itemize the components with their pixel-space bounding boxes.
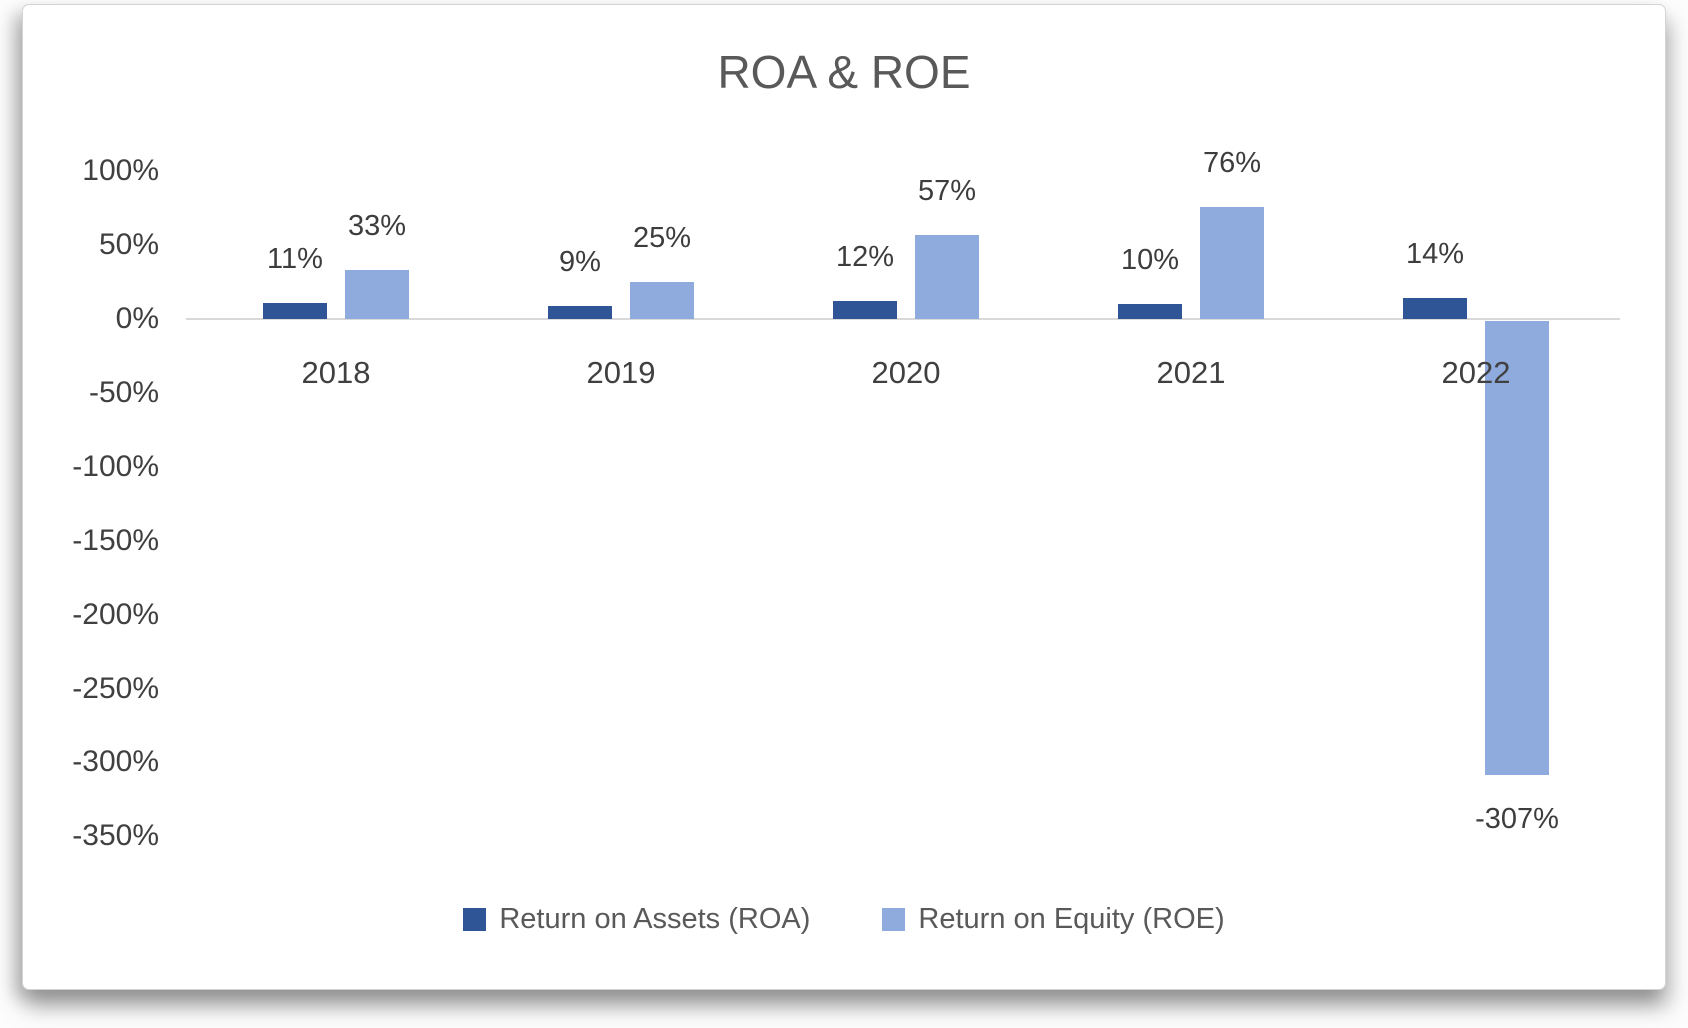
y-axis-tick-label: 100% [82, 154, 159, 188]
data-label-roa-2021: 10% [1120, 244, 1180, 277]
bar-roa-2021 [1118, 304, 1182, 319]
data-label-roe-2020: 57% [917, 174, 977, 207]
y-axis-tick-label: -50% [88, 375, 159, 409]
y-axis-tick-label: -350% [72, 819, 159, 853]
y-axis-tick-label: 50% [98, 228, 159, 262]
x-axis-label-2019: 2019 [586, 355, 656, 390]
plot-area: 100% 50% 0% -50% -100% -150% -200% -250% -300% -3… [23, 5, 1667, 991]
x-axis-label-2018: 2018 [301, 355, 371, 390]
data-label-roa-2018: 11% [267, 242, 323, 275]
bar-roe-2021 [1200, 206, 1264, 319]
legend-swatch-roe [882, 908, 906, 931]
bar-roa-2018 [263, 302, 327, 319]
legend-label-roe: Return on Equity (ROE) [918, 903, 1225, 935]
legend-entry-roe: Return on Equity (ROE) [882, 903, 1225, 936]
x-axis-label-2020: 2020 [871, 355, 941, 390]
data-label-roa-2022: 14% [1405, 238, 1465, 271]
legend: Return on Assets (ROA) Return on Equity … [23, 903, 1665, 936]
y-axis-tick-label: -200% [72, 597, 159, 631]
data-label-roe-2021: 76% [1202, 146, 1262, 179]
bar-roa-2020 [833, 301, 897, 319]
data-label-roe-2019: 25% [632, 222, 692, 255]
bar-roe-2022 [1485, 321, 1549, 775]
legend-swatch-roa [463, 908, 487, 931]
y-axis-tick-label: -250% [72, 671, 159, 705]
y-axis-tick-label: 0% [115, 302, 159, 335]
bar-roe-2018 [345, 270, 409, 319]
bar-roa-2019 [548, 305, 612, 319]
data-label-roe-2022: -307% [1475, 802, 1559, 835]
x-axis-label-2022: 2022 [1441, 355, 1511, 390]
legend-label-roa: Return on Assets (ROA) [499, 903, 811, 935]
data-label-roa-2020: 12% [835, 241, 895, 274]
bar-roe-2020 [915, 234, 979, 319]
chart-title: ROA & ROE [717, 46, 971, 98]
x-axis-line [186, 318, 1620, 320]
bar-roe-2019 [630, 282, 694, 319]
x-axis-label-2021: 2021 [1156, 355, 1226, 390]
y-axis-tick-label: -100% [72, 449, 159, 483]
data-label-roa-2019: 9% [559, 245, 601, 278]
y-axis-tick-label: -150% [72, 523, 159, 557]
data-label-roe-2018: 33% [347, 210, 407, 243]
y-axis-tick-label: -300% [72, 745, 159, 779]
legend-entry-roa: Return on Assets (ROA) [463, 903, 810, 936]
chart-card: ROA & ROE 100% 50% 0% -50% -100% -150% -200% -2… [22, 4, 1666, 990]
bar-roa-2022 [1403, 298, 1467, 319]
